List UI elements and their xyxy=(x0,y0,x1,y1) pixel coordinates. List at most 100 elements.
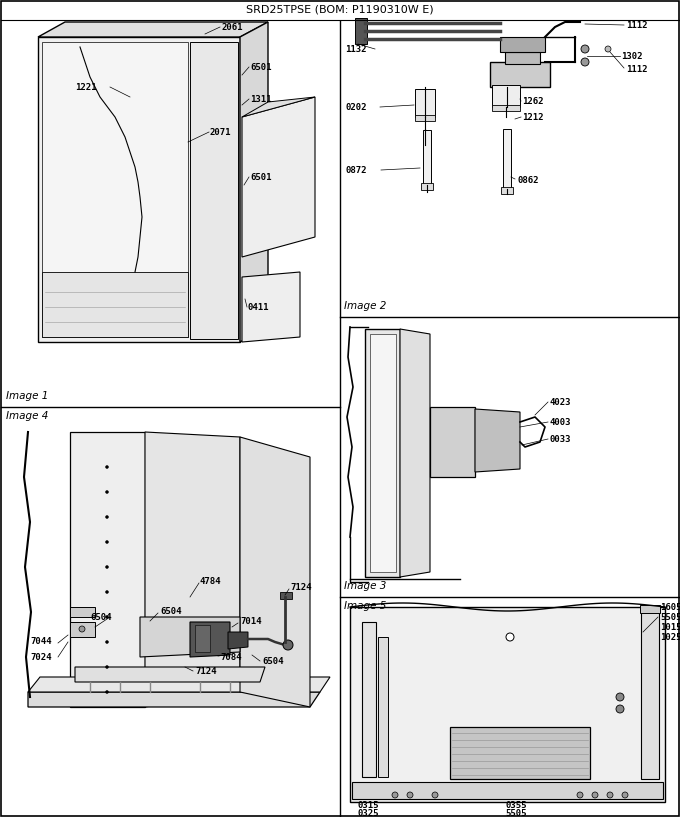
Circle shape xyxy=(105,641,109,644)
Circle shape xyxy=(407,792,413,798)
Text: 1132: 1132 xyxy=(345,44,367,53)
Circle shape xyxy=(622,792,628,798)
Polygon shape xyxy=(500,37,545,52)
Polygon shape xyxy=(228,632,248,649)
Text: 1212: 1212 xyxy=(522,113,543,122)
Circle shape xyxy=(592,792,598,798)
Text: Image 1: Image 1 xyxy=(6,391,48,401)
Circle shape xyxy=(283,640,293,650)
Text: 6501: 6501 xyxy=(250,172,271,181)
Bar xyxy=(421,183,433,190)
Circle shape xyxy=(616,693,624,701)
Text: SRD25TPSE (BOM: P1190310W E): SRD25TPSE (BOM: P1190310W E) xyxy=(246,4,434,14)
Text: Image 4: Image 4 xyxy=(6,411,48,421)
Text: Image 2: Image 2 xyxy=(344,301,386,311)
Text: 4784: 4784 xyxy=(200,578,222,587)
Polygon shape xyxy=(370,334,396,572)
Circle shape xyxy=(577,792,583,798)
Bar xyxy=(378,637,388,777)
Bar xyxy=(641,611,659,779)
Text: 1112: 1112 xyxy=(626,20,647,29)
Bar xyxy=(503,129,511,189)
Text: 0872: 0872 xyxy=(345,166,367,175)
Circle shape xyxy=(581,45,589,53)
Polygon shape xyxy=(38,37,240,342)
Text: Image 5: Image 5 xyxy=(344,601,386,611)
Circle shape xyxy=(105,591,109,593)
Bar xyxy=(355,18,367,44)
Text: 6501: 6501 xyxy=(250,62,271,72)
Text: 0411: 0411 xyxy=(248,302,269,311)
Text: 5505: 5505 xyxy=(660,613,680,622)
Circle shape xyxy=(616,705,624,713)
Circle shape xyxy=(506,633,514,641)
Polygon shape xyxy=(190,622,230,657)
Polygon shape xyxy=(242,97,315,117)
Text: 7024: 7024 xyxy=(30,653,52,662)
Text: 2061: 2061 xyxy=(222,23,243,32)
Circle shape xyxy=(79,626,85,632)
Text: 6504: 6504 xyxy=(90,613,112,622)
Polygon shape xyxy=(70,622,95,637)
Text: 0325: 0325 xyxy=(358,809,379,817)
Polygon shape xyxy=(400,329,430,577)
Polygon shape xyxy=(190,42,238,339)
Polygon shape xyxy=(280,592,292,599)
Text: 4003: 4003 xyxy=(550,417,571,426)
Polygon shape xyxy=(195,625,210,652)
Text: 1605: 1605 xyxy=(660,602,680,611)
Polygon shape xyxy=(70,432,145,707)
Polygon shape xyxy=(240,437,310,707)
Text: 0862: 0862 xyxy=(517,176,539,185)
Text: 0033: 0033 xyxy=(550,435,571,444)
Polygon shape xyxy=(475,409,520,472)
Text: Image 3: Image 3 xyxy=(344,581,386,591)
Polygon shape xyxy=(242,97,315,257)
Text: 7124: 7124 xyxy=(195,667,216,676)
Polygon shape xyxy=(240,22,268,342)
Polygon shape xyxy=(28,677,330,692)
Text: 7044: 7044 xyxy=(30,637,52,646)
Text: 1015: 1015 xyxy=(660,623,680,632)
Text: 7014: 7014 xyxy=(240,618,262,627)
Bar xyxy=(415,115,435,121)
Circle shape xyxy=(105,466,109,468)
Text: 2071: 2071 xyxy=(210,127,231,136)
Bar xyxy=(501,187,513,194)
Text: 1112: 1112 xyxy=(626,65,647,74)
Bar xyxy=(640,605,660,613)
Polygon shape xyxy=(242,272,300,342)
Polygon shape xyxy=(140,617,240,657)
Circle shape xyxy=(105,516,109,519)
Polygon shape xyxy=(42,42,188,337)
Circle shape xyxy=(105,490,109,493)
Text: 0315: 0315 xyxy=(358,801,379,810)
Circle shape xyxy=(605,46,611,52)
Text: 6504: 6504 xyxy=(262,658,284,667)
Circle shape xyxy=(105,690,109,694)
Text: 1302: 1302 xyxy=(621,51,643,60)
Polygon shape xyxy=(350,607,665,802)
Polygon shape xyxy=(352,782,663,799)
Text: 6504: 6504 xyxy=(160,608,182,617)
Bar xyxy=(415,89,435,117)
Polygon shape xyxy=(365,329,400,577)
Text: 5505: 5505 xyxy=(505,809,526,817)
Circle shape xyxy=(392,792,398,798)
Bar xyxy=(362,622,376,777)
Text: 0202: 0202 xyxy=(345,102,367,111)
Text: 4023: 4023 xyxy=(550,398,571,407)
Text: 1221: 1221 xyxy=(75,83,97,92)
Bar xyxy=(423,130,431,185)
Circle shape xyxy=(432,792,438,798)
Bar xyxy=(492,105,520,111)
Circle shape xyxy=(105,565,109,569)
Polygon shape xyxy=(505,52,540,64)
Polygon shape xyxy=(28,692,320,707)
Circle shape xyxy=(581,58,589,66)
Text: 7124: 7124 xyxy=(290,583,311,592)
Polygon shape xyxy=(42,272,188,337)
Polygon shape xyxy=(38,22,268,37)
Polygon shape xyxy=(75,667,265,682)
Text: 1311: 1311 xyxy=(250,95,271,104)
